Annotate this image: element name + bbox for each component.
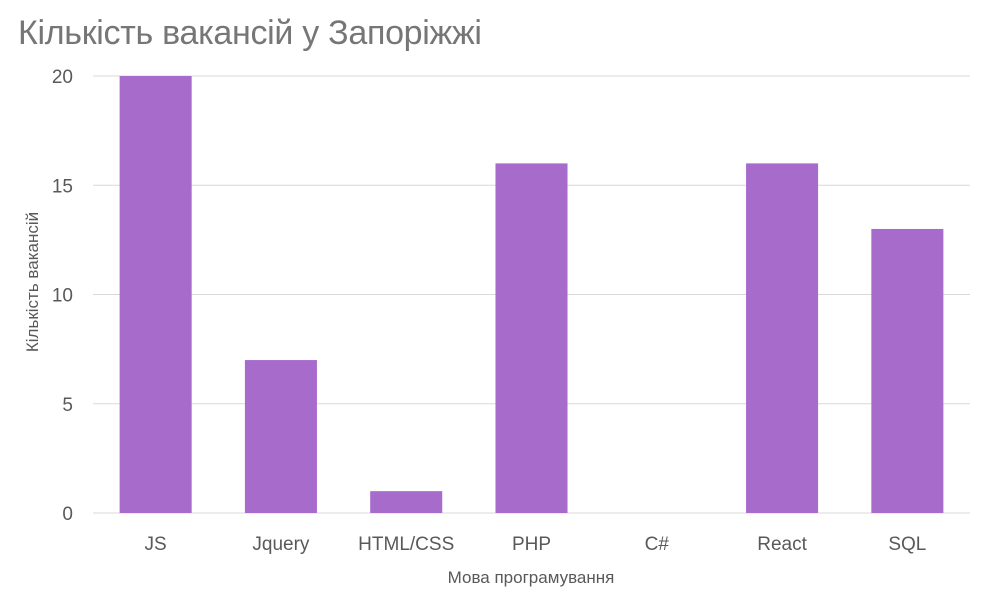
bar-html-css — [370, 491, 443, 513]
x-tick-label: HTML/CSS — [358, 534, 454, 555]
x-tick-label: React — [757, 534, 807, 555]
bar-react — [746, 163, 819, 513]
y-axis-ticks: 0 5 10 15 20 — [52, 67, 73, 525]
bar-sql — [871, 228, 944, 513]
bar-js — [119, 76, 192, 513]
bar-php — [495, 163, 568, 513]
y-tick-label: 10 — [52, 286, 73, 307]
x-axis-title: Мова програмування — [448, 568, 615, 587]
y-tick-label: 5 — [62, 395, 73, 416]
x-tick-label: C# — [645, 534, 670, 555]
bars — [119, 76, 944, 513]
y-tick-label: 0 — [62, 504, 73, 525]
x-tick-label: JS — [145, 534, 167, 555]
chart-title: Кількість вакансій у Запоріжжі — [18, 14, 482, 52]
y-tick-label: 20 — [52, 67, 73, 88]
x-tick-label: Jquery — [252, 534, 310, 555]
x-tick-label: PHP — [512, 534, 551, 555]
x-axis-ticks: JS Jquery HTML/CSS PHP C# React SQL — [145, 534, 927, 555]
bar-jquery — [244, 360, 317, 513]
x-tick-label: SQL — [888, 534, 926, 555]
y-tick-label: 15 — [52, 176, 73, 197]
y-axis-title: Кількість вакансій — [23, 212, 42, 352]
